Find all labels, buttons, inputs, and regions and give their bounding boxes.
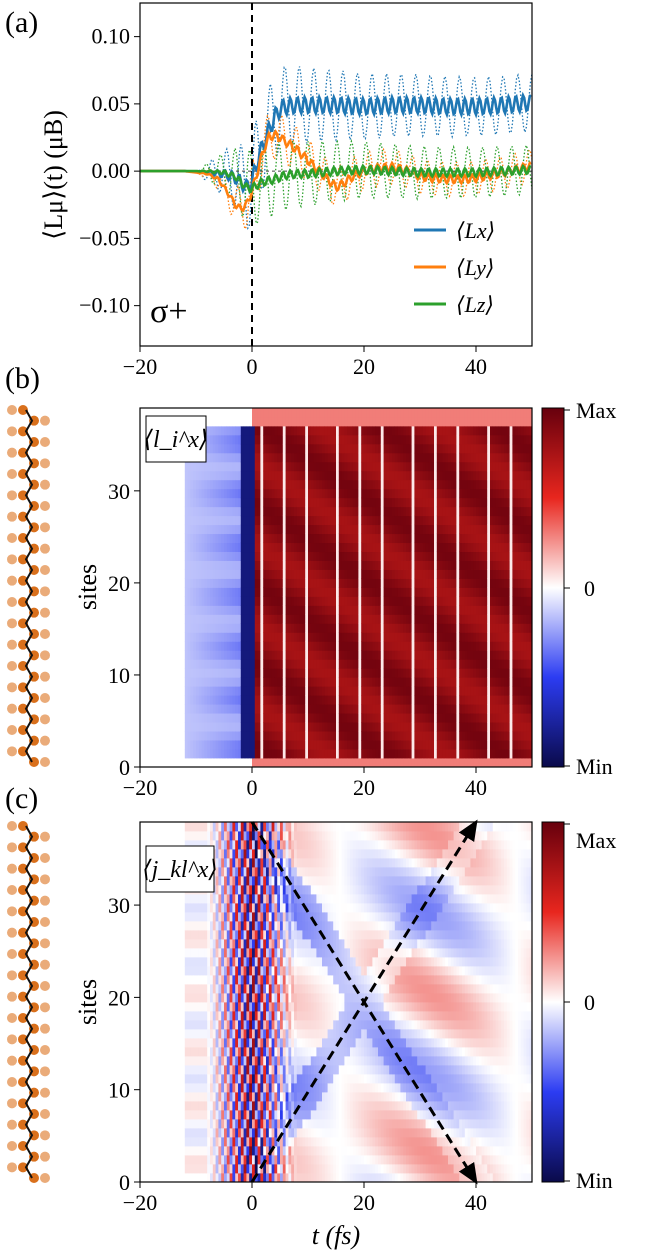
x-tick-label: 40 [465, 775, 487, 800]
sigma-plus-annotation: σ+ [150, 293, 188, 330]
y-axis-title-c: sites [73, 979, 102, 1025]
plot-frame-a [139, 2, 533, 347]
x-tick-label: 40 [465, 354, 487, 379]
colorbar-c-min: Min [576, 1168, 613, 1193]
colorbar-c-zero: 0 [584, 990, 595, 1015]
series-dotted-line [140, 66, 532, 230]
y-tick-label: 0.00 [92, 158, 131, 183]
y-tick-label: 0.05 [92, 91, 131, 116]
panel-a-label: (a) [5, 6, 38, 39]
x-tick-label: 20 [353, 354, 375, 379]
y-tick-label: 20 [108, 985, 130, 1010]
colorbar-b-zero: 0 [584, 576, 595, 601]
atomic-chain-illustration [7, 405, 50, 767]
x-tick-label: 20 [353, 775, 375, 800]
atomic-chain-illustration [7, 821, 50, 1183]
y-tick-label: 30 [108, 893, 130, 918]
colorbar-c [541, 821, 565, 1183]
x-tick-label: 0 [247, 1190, 258, 1215]
propagation-arrow [250, 819, 478, 1183]
colorbar-b-max: Max [576, 398, 616, 423]
x-tick-label: −20 [123, 354, 157, 379]
series-line [140, 163, 532, 194]
colorbar-b-min: Min [576, 754, 613, 779]
y-axis-title-b: sites [73, 564, 102, 610]
x-tick-label: 20 [353, 1190, 375, 1215]
x-tick-label: −20 [123, 1190, 157, 1215]
y-tick-label: 20 [108, 571, 130, 596]
inset-label-b: ⟨l_i^x⟩ [144, 427, 209, 453]
line-chart-panel-a: −20 0 20 40 0.10 0.05 0.00 −0.05 −0.10 σ+ ⟨Lμ⟩(t… [39, 2, 533, 379]
y-axis-title-a: ⟨Lμ⟩(t) (μB) [39, 110, 68, 240]
inset-label-box-c [145, 845, 215, 893]
y-tick-label: 10 [108, 1078, 130, 1103]
y-tick-label: 0 [119, 1170, 130, 1195]
y-tick-label: 30 [108, 479, 130, 504]
y-tick-label: 10 [108, 663, 130, 688]
panel-b-label: (b) [5, 362, 40, 395]
x-tick-label: 0 [247, 775, 258, 800]
plot-frame-b [139, 407, 533, 768]
colorbar-c-max: Max [576, 828, 616, 853]
x-tick-label: 0 [247, 354, 258, 379]
inset-label-box-b [145, 415, 207, 463]
y-tick-label: 0.10 [92, 24, 131, 49]
legend-label: ⟨Ly⟩ [456, 255, 495, 280]
series-dotted-line [140, 138, 532, 225]
panel-c-label: (c) [5, 782, 38, 815]
inset-label-c: ⟨j_kl^x⟩ [142, 857, 218, 883]
colorbar-b [541, 407, 565, 768]
x-tick-label: 40 [465, 1190, 487, 1215]
plot-frame-c [139, 821, 533, 1183]
x-axis-title: t (fs) [312, 1221, 360, 1250]
y-tick-label: −0.10 [79, 293, 130, 318]
propagation-arrows [250, 819, 478, 1185]
series-line [140, 129, 532, 213]
y-tick-label: −0.05 [79, 225, 130, 250]
heatmap-cells-b [140, 408, 532, 767]
y-tick-label: 0 [119, 755, 130, 780]
x-tick-label: −20 [123, 775, 157, 800]
legend: ⟨Lx⟩ ⟨Ly⟩ ⟨Lz⟩ [414, 218, 495, 317]
legend-label: ⟨Lz⟩ [456, 292, 494, 317]
legend-label: ⟨Lx⟩ [456, 218, 495, 243]
